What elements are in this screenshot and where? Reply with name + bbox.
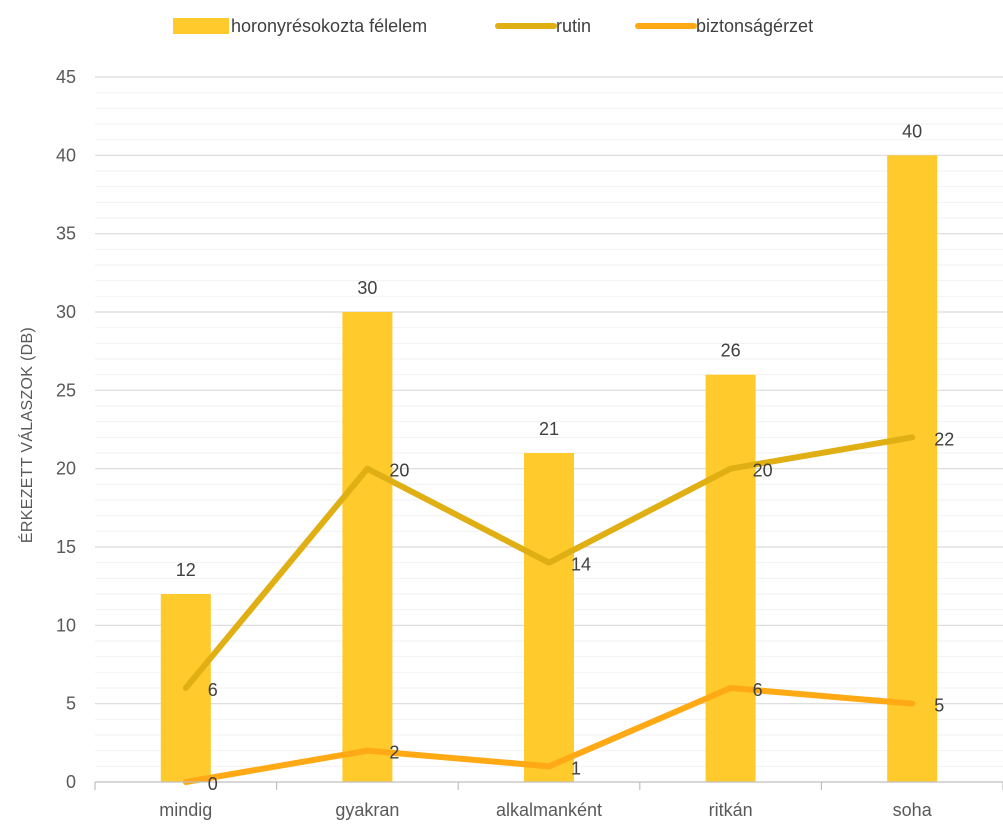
y-tick-label-45: 45 [56, 67, 76, 87]
line-label-rutin-soha: 22 [934, 429, 954, 449]
bar-label-alkalmankent: 21 [539, 419, 559, 439]
bar-soha [887, 155, 938, 783]
line-label-biztonsagerzet-ritkan: 6 [753, 680, 763, 700]
x-tick-label-gyakran: gyakran [335, 800, 399, 820]
y-tick-label-0: 0 [66, 772, 76, 792]
lines [182, 434, 916, 785]
bars [160, 155, 938, 783]
bar-alkalmankent [524, 453, 574, 782]
line-label-biztonsagerzet-mindig: 0 [208, 774, 218, 794]
line-label-biztonsagerzet-gyakran: 2 [389, 743, 399, 763]
y-tick-label-15: 15 [56, 537, 76, 557]
legend-label-rutin: rutin [556, 16, 591, 36]
legend: horonyrésokozta félelem rutin biztonságérz… [173, 16, 813, 36]
x-tick-label-mindig: mindig [159, 800, 212, 820]
bar-label-soha: 40 [902, 121, 922, 141]
line-biztonsagerzet [182, 685, 916, 785]
x-tick-label-soha: soha [893, 800, 933, 820]
x-tick-label-ritkan: ritkán [709, 800, 753, 820]
bar-label-mindig: 12 [176, 560, 196, 580]
bar-label-gyakran: 30 [357, 278, 377, 298]
line-label-rutin-ritkan: 20 [753, 461, 773, 481]
x-tick-label-alkalmankent: alkalmanként [496, 800, 602, 820]
line-label-rutin-mindig: 6 [208, 680, 218, 700]
legend-label-horonyresokozta-felelem: horonyrésokozta félelem [231, 16, 427, 36]
bar-label-ritkan: 26 [721, 341, 741, 361]
y-tick-label-35: 35 [56, 224, 76, 244]
legend-label-biztonsagerzet: biztonságérzet [696, 16, 813, 36]
bar-ritkan [705, 374, 756, 782]
line-rutin [182, 434, 916, 691]
y-tick-label-20: 20 [56, 459, 76, 479]
bar-gyakran [342, 312, 393, 782]
y-tick-label-30: 30 [56, 302, 76, 322]
y-tick-label-40: 40 [56, 145, 76, 165]
y-tick-label-25: 25 [56, 380, 76, 400]
y-tick-label-10: 10 [56, 615, 76, 635]
legend-swatch-horonyresokozta-felelem [173, 18, 229, 34]
legend-item-horonyresokozta-felelem: horonyrésokozta félelem [173, 16, 427, 36]
legend-item-rutin: rutin [495, 16, 591, 36]
line-label-rutin-alkalmankent: 14 [571, 555, 591, 575]
y-tick-label-5: 5 [66, 694, 76, 714]
line-label-biztonsagerzet-soha: 5 [934, 696, 944, 716]
y-axis-title: ÉRKEZETT VÁLASZOK (DB) [17, 327, 36, 543]
legend-item-biztonsagerzet: biztonságérzet [635, 16, 813, 36]
line-label-biztonsagerzet-alkalmankent: 1 [571, 758, 581, 778]
line-label-rutin-gyakran: 20 [389, 461, 409, 481]
